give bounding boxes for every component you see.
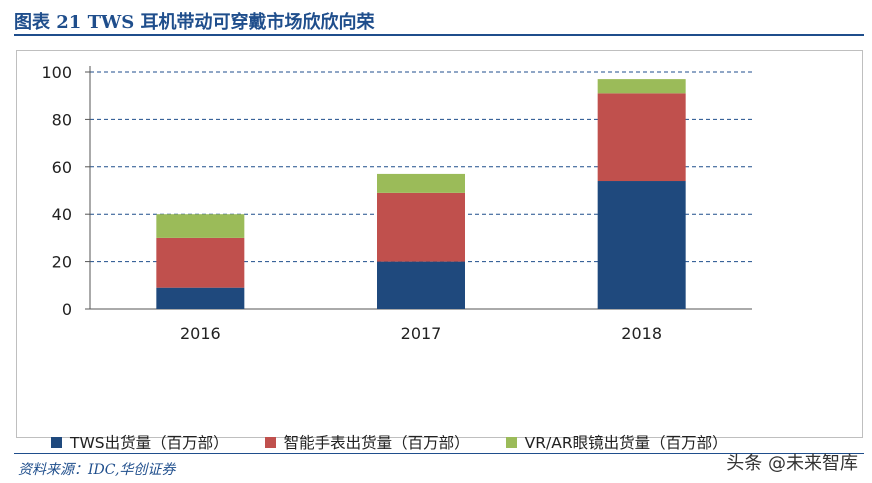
figure-title: 图表 21 TWS 耳机带动可穿戴市场欣欣向荣: [14, 12, 375, 33]
figure-header: 图表 21 TWS 耳机带动可穿戴市场欣欣向荣: [14, 4, 864, 36]
legend-label-vrar: VR/AR眼镜出货量（百万部）: [524, 434, 728, 452]
legend-label-tws: TWS出货量（百万部）: [70, 434, 229, 452]
bar-vrar-2016: [156, 214, 245, 238]
stacked-bar-chart: 0 20 40 60 80 100 2016 2017 2018: [41, 63, 752, 343]
legend-item-tws: TWS出货量（百万部）: [51, 431, 229, 453]
y-tick-label: 100: [41, 63, 72, 82]
bar-smartwatch-2017: [377, 192, 465, 262]
legend-swatch-vrar: [505, 436, 517, 448]
y-tick-label: 40: [52, 205, 72, 224]
source-note: 资料来源：IDC,华创证券: [18, 462, 176, 478]
y-tick-label: 0: [62, 300, 72, 319]
legend-label-smartwatch: 智能手表出货量（百万部）: [283, 434, 470, 452]
bar-smartwatch-2018: [597, 93, 686, 182]
watermark: 头条 @未来智库: [726, 453, 858, 474]
x-tick-label: 2016: [180, 324, 221, 343]
source-divider: [14, 453, 864, 454]
y-tick-label: 20: [52, 253, 72, 272]
y-tick-label: 60: [52, 158, 72, 177]
bar-tws-2017: [377, 261, 465, 309]
bar-vrar-2018: [597, 79, 686, 94]
legend-item-smartwatch: 智能手表出货量（百万部）: [264, 431, 470, 453]
bar-tws-2018: [597, 181, 686, 309]
x-tick-label: 2017: [401, 324, 442, 343]
chart-frame: 0 20 40 60 80 100 2016 2017 2018 TWS出货量（百万部） 智能手…: [16, 50, 863, 452]
legend-swatch-tws: [51, 436, 62, 448]
legend-swatch-smartwatch: [264, 436, 276, 448]
legend-item-vrar: VR/AR眼镜出货量（百万部）: [505, 431, 728, 453]
bar-smartwatch-2016: [156, 237, 245, 288]
bar-vrar-2017: [377, 173, 465, 193]
x-tick-label: 2018: [621, 324, 662, 343]
y-tick-label: 80: [52, 110, 72, 129]
legend: TWS出货量（百万部） 智能手表出货量（百万部） VR/AR眼镜出货量（百万部）: [51, 429, 811, 455]
bar-tws-2016: [156, 287, 245, 309]
